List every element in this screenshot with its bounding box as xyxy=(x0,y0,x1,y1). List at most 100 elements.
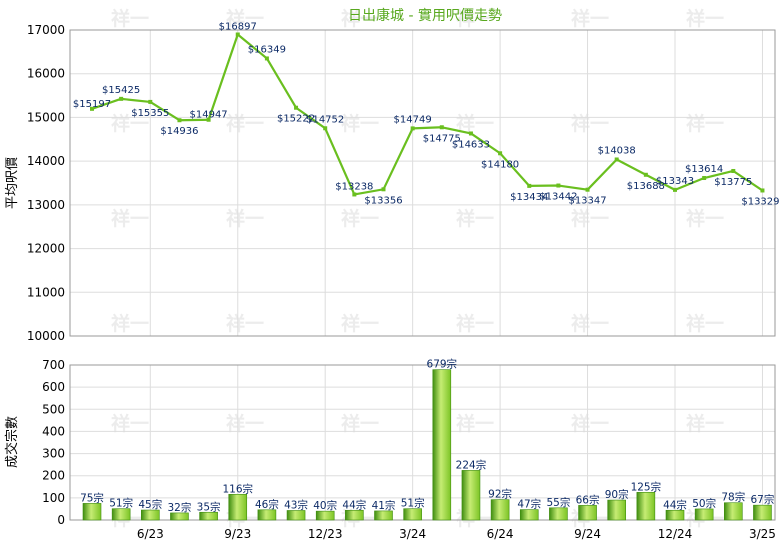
price-y-tick-label: 17000 xyxy=(27,23,65,37)
watermark-text: 祥一 xyxy=(571,207,609,230)
volume-bar xyxy=(257,509,277,521)
volume-bar-label: 47宗 xyxy=(517,498,541,511)
watermark-text: 祥一 xyxy=(456,312,494,335)
volume-bar xyxy=(753,504,772,521)
price-point-label: $15197 xyxy=(73,99,111,110)
watermark-text: 祥一 xyxy=(226,207,264,230)
volume-y-axis-title: 成交宗數 xyxy=(4,416,20,468)
watermark-text: 祥一 xyxy=(686,312,724,335)
volume-bar-label: 125宗 xyxy=(631,480,662,493)
volume-bar xyxy=(315,510,335,521)
volume-bar-label: 679宗 xyxy=(427,358,458,371)
volume-bar-label: 55宗 xyxy=(546,496,570,509)
price-point xyxy=(148,99,153,104)
price-point-label: $15222 xyxy=(277,114,315,125)
volume-bar xyxy=(461,470,481,521)
price-point xyxy=(498,151,503,156)
volume-bar-label: 41宗 xyxy=(372,499,396,512)
watermark-text: 祥一 xyxy=(571,7,609,30)
price-point-label: $14180 xyxy=(481,159,519,170)
watermark-text: 祥一 xyxy=(341,7,379,30)
x-tick-label: 6/24 xyxy=(487,527,514,541)
volume-bar-label: 66宗 xyxy=(576,493,600,506)
price-points xyxy=(90,32,765,197)
price-point-label: $13329 xyxy=(741,196,779,207)
price-line xyxy=(91,33,764,196)
watermark-text: 祥一 xyxy=(111,312,149,335)
price-point-label: $13343 xyxy=(656,176,694,187)
price-point xyxy=(673,187,677,192)
volume-bar xyxy=(141,509,160,521)
watermark-text: 祥一 xyxy=(456,7,494,30)
volume-y-tick-label: 100 xyxy=(42,491,65,505)
price-point-label: $13347 xyxy=(568,196,606,207)
watermark-text: 祥一 xyxy=(111,207,149,230)
watermark-text: 祥一 xyxy=(226,412,264,435)
volume-y-tick-label: 700 xyxy=(42,358,65,372)
watermark-text: 祥一 xyxy=(226,112,264,135)
volume-bar xyxy=(199,511,218,521)
x-tick-label: 9/23 xyxy=(224,527,251,541)
price-point-labels: $15197 $15425 $15355 $14936 $14947 $16897 $163… xyxy=(73,22,780,208)
watermark-text: 祥一 xyxy=(341,412,379,435)
price-point xyxy=(119,96,124,101)
price-point xyxy=(294,105,299,110)
price-point-label: $14752 xyxy=(306,114,344,125)
price-point xyxy=(760,188,765,193)
price-point xyxy=(556,183,561,188)
price-point xyxy=(206,117,211,122)
volume-bar-label: 43宗 xyxy=(284,498,308,511)
watermark-text: 祥一 xyxy=(341,207,379,230)
watermark-text: 祥一 xyxy=(226,312,264,335)
price-point-label: $13688 xyxy=(627,181,665,192)
price-point xyxy=(527,183,532,188)
volume-bar-label: 40宗 xyxy=(313,499,337,512)
price-point xyxy=(235,32,240,37)
watermark-text: 祥一 xyxy=(686,207,724,230)
price-y-axis-title: 平均呎價 xyxy=(5,157,20,209)
watermark-text: 祥一 xyxy=(226,7,264,30)
price-point-label: $13238 xyxy=(335,181,373,192)
volume-bar xyxy=(286,510,306,521)
watermark-text: 祥一 xyxy=(456,207,494,230)
volume-bar xyxy=(228,494,248,521)
price-point-label: $14633 xyxy=(452,139,490,150)
volume-y-tick-label: 200 xyxy=(42,469,65,483)
watermark-text: 祥一 xyxy=(341,312,379,335)
volume-bar-label: 224宗 xyxy=(456,458,487,471)
volume-bar xyxy=(694,508,714,521)
x-tick-label: 3/24 xyxy=(399,527,426,541)
volume-bar xyxy=(519,509,539,521)
price-point-label: $15355 xyxy=(131,108,169,119)
price-plot-frame xyxy=(69,29,776,337)
volume-y-tick-label: 0 xyxy=(57,513,65,527)
price-point xyxy=(410,126,415,131)
price-point-label: $13356 xyxy=(364,195,402,206)
price-point xyxy=(177,118,182,123)
price-y-tick-label: 10000 xyxy=(27,329,65,343)
price-y-tick-label: 12000 xyxy=(27,242,65,256)
volume-bar-label: 75宗 xyxy=(80,491,104,504)
volume-y-tick-labels: 0 100 200 300 400 500 600 700 xyxy=(42,358,65,527)
volume-bar xyxy=(549,507,568,521)
volume-bar-label: 51宗 xyxy=(109,497,133,510)
watermark-text: 祥一 xyxy=(111,7,149,30)
price-y-tick-label: 16000 xyxy=(27,67,65,81)
watermark-text: 祥一 xyxy=(686,412,724,435)
price-point-label: $14947 xyxy=(190,110,228,121)
price-point xyxy=(352,192,357,197)
watermark-text: 祥一 xyxy=(571,112,609,135)
volume-bar-label: 44宗 xyxy=(663,498,687,511)
price-y-tick-label: 13000 xyxy=(27,198,65,212)
price-point-label: $16349 xyxy=(248,44,286,55)
volume-bar xyxy=(723,502,743,521)
watermark-text: 祥一 xyxy=(111,412,149,435)
watermark-text: 祥一 xyxy=(571,312,609,335)
watermark-text: 祥一 xyxy=(686,7,724,30)
volume-y-tick-label: 300 xyxy=(42,447,65,461)
watermark-text: 祥一 xyxy=(571,412,609,435)
